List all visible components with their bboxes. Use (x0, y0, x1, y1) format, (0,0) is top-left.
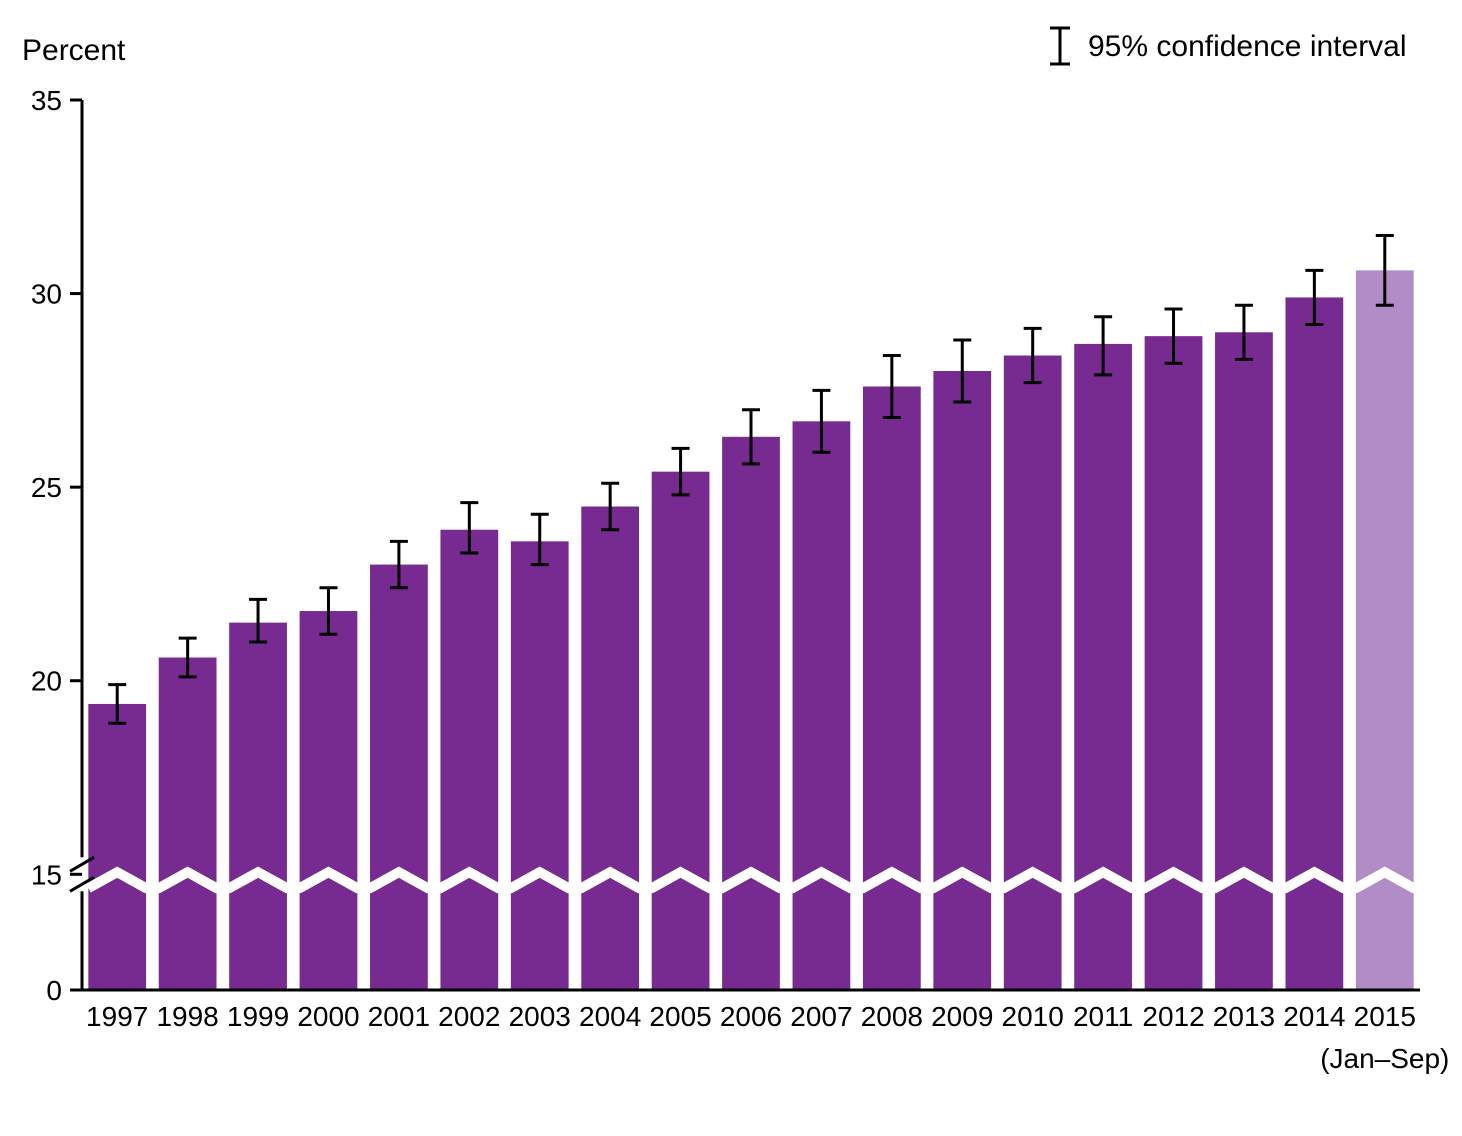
bar (88, 704, 146, 990)
x-tick-label: 1999 (227, 1001, 289, 1032)
y-tick-label: 20 (31, 666, 62, 697)
x-tick-label: 1998 (156, 1001, 218, 1032)
y-tick-label: 30 (31, 279, 62, 310)
y-tick-label: 25 (31, 472, 62, 503)
bar (1145, 336, 1203, 990)
bar (1004, 356, 1062, 990)
bar (440, 530, 498, 990)
bar (1215, 332, 1273, 990)
bar (370, 565, 428, 990)
y-tick-label: 0 (46, 975, 62, 1006)
bar (933, 371, 991, 990)
x-tick-label: 2000 (297, 1001, 359, 1032)
x-tick-label: 2004 (579, 1001, 641, 1032)
bar (652, 472, 710, 990)
bar (722, 437, 780, 990)
bar (159, 658, 217, 991)
bar (863, 386, 921, 990)
x-tick-label: 2002 (438, 1001, 500, 1032)
legend-label: 95% confidence interval (1088, 30, 1407, 63)
x-tick-label: 2011 (1073, 1001, 1133, 1032)
bar (1074, 344, 1132, 990)
x-tick-label: 2006 (720, 1001, 782, 1032)
x-tick-label: 2007 (790, 1001, 852, 1032)
x-tick-label: 2008 (861, 1001, 923, 1032)
x-tick-label: 2015 (1354, 1001, 1416, 1032)
bar (300, 611, 358, 990)
bar (229, 623, 287, 990)
bar (511, 541, 569, 990)
bar (793, 421, 851, 990)
chart-container: 0 15 20 25 30 35 1997 1998 1999 2000 2001 2002 2003 2… (0, 0, 1462, 1136)
x-tick-label: 2010 (1002, 1001, 1064, 1032)
x-tick-label: 2005 (649, 1001, 711, 1032)
x-tick-label: 2014 (1283, 1001, 1345, 1032)
bar-chart: 0 15 20 25 30 35 1997 1998 1999 2000 2001 2002 2003 2… (0, 0, 1462, 1136)
bar (581, 507, 639, 990)
y-tick-label: 35 (31, 85, 62, 116)
y-tick-label: 15 (31, 859, 62, 890)
legend: 95% confidence interval (1050, 28, 1407, 64)
x-tick-label: 2012 (1142, 1001, 1204, 1032)
x-tick-label: 2013 (1213, 1001, 1275, 1032)
y-axis-title: Percent (22, 34, 126, 67)
x-sublabel: (Jan–Sep) (1320, 1043, 1449, 1074)
x-tick-label: 2009 (931, 1001, 993, 1032)
x-tick-label: 2001 (368, 1001, 430, 1032)
x-tick-label: 2003 (509, 1001, 571, 1032)
x-tick-label: 1997 (86, 1001, 148, 1032)
